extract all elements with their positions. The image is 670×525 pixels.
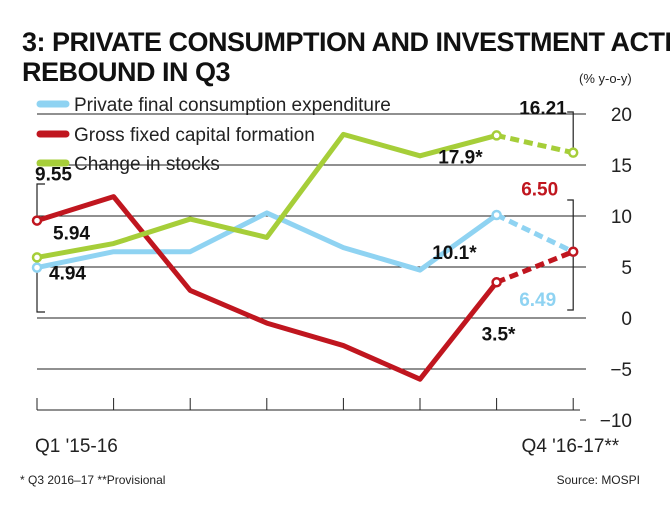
point-gfcf-0 [31, 215, 43, 226]
leader-16.21 [567, 111, 574, 149]
point-gfcf-6 [491, 277, 502, 288]
footnote: * Q3 2016–17 **Provisional [20, 473, 165, 487]
y-tick-label: −5 [610, 360, 632, 381]
legend-label-gfcf: Gross fixed capital formation [74, 125, 315, 146]
series-line-stocks [34, 131, 500, 260]
point-stocks-6 [491, 130, 502, 141]
data-label-gfcf-0: 9.55 [35, 165, 72, 186]
x-tick-label: Q1 '15-16 [35, 436, 118, 457]
data-label-gfcf-7: 6.50 [521, 180, 558, 201]
point-pfce-6 [491, 209, 502, 221]
leader-6.49 [567, 255, 574, 311]
point-pfce-0 [31, 262, 43, 273]
series-lines [31, 130, 579, 382]
y-tick-label: 0 [621, 309, 632, 330]
legend-label-stocks: Change in stocks [74, 154, 220, 175]
point-stocks-7 [567, 147, 579, 158]
data-label-pfce-0: 4.94 [49, 264, 86, 285]
data-label-gfcf-6: 3.5* [482, 324, 516, 345]
y-tick-label: −10 [600, 411, 632, 432]
series-line-gfcf [34, 194, 500, 382]
legend: Private final consumption expenditure Gr… [36, 95, 391, 175]
y-tick-label: 10 [611, 207, 632, 228]
point-gfcf-7 [567, 246, 579, 257]
label-leaders [36, 111, 574, 313]
leader-4.94 [36, 271, 45, 313]
chart-title-line1: 3: PRIVATE CONSUMPTION AND INVESTMENT AC… [22, 27, 670, 57]
y-tick-label: 15 [611, 156, 632, 177]
y-axis-ticks: −10 −5 0 5 10 15 20 [580, 105, 632, 432]
data-label-stocks-6: 17.9* [438, 147, 483, 168]
point-stocks-0 [31, 252, 43, 263]
chart-title-line2: REBOUND IN Q3 [22, 57, 231, 87]
unit-label: (% y-o-y) [579, 71, 632, 86]
data-labels: 9.55 5.94 4.94 16.21 17.9* 6.50 10.1* 6.493.5* [35, 99, 567, 346]
series-provisional-pfce [495, 212, 575, 255]
data-label-stocks-0: 5.94 [53, 223, 90, 244]
data-label-pfce-7: 6.49 [519, 290, 556, 311]
legend-label-pfce: Private final consumption expenditure [74, 95, 391, 116]
y-tick-label: 5 [621, 258, 632, 279]
y-tick-label: 20 [611, 105, 632, 126]
data-label-stocks-7: 16.21 [519, 99, 567, 120]
series-provisional-stocks [496, 132, 574, 156]
data-label-pfce-6: 10.1* [432, 243, 477, 264]
x-tick-label: Q4 '16-17** [522, 436, 620, 457]
source-note: Source: MOSPI [557, 473, 640, 487]
x-axis: Q1 '15-16 Q4 '16-17** [35, 398, 620, 457]
leader-9.55 [36, 183, 45, 217]
series-line-pfce [34, 210, 500, 273]
leader-6.50 [567, 199, 574, 248]
